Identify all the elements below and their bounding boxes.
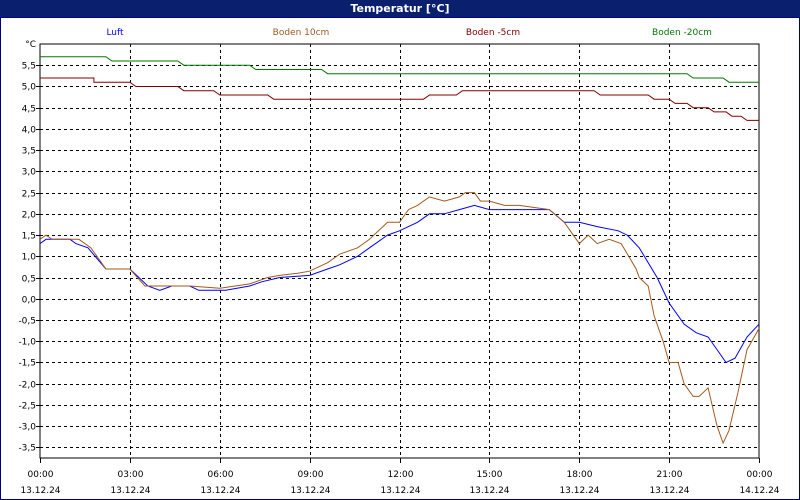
y-tick-label: -1,0 xyxy=(18,338,36,348)
chart-frame: 5,5 5,0 4,5 4,0 3,5 3,0 2,5 2,0 1,5 1,0 0,5 0,0 -0,5… xyxy=(0,17,800,500)
x-tick-date-label: 13.12.24 xyxy=(380,486,420,496)
y-tick-label: 4,0 xyxy=(22,126,37,136)
y-tick-label: -3,0 xyxy=(18,423,36,433)
x-tick-time-label: 18:00 xyxy=(567,470,593,480)
x-tick-date-label: 13.12.24 xyxy=(649,486,689,496)
plot-area-border xyxy=(39,43,760,459)
y-tick-label: 2,5 xyxy=(22,190,36,200)
x-tick-time-label: 09:00 xyxy=(298,470,324,480)
x-tick-time-label: 00:00 xyxy=(28,470,54,480)
y-tick-label: -0,5 xyxy=(18,317,36,327)
y-tick-label: 3,0 xyxy=(22,168,37,178)
x-tick-time-label: 00:00 xyxy=(747,470,773,480)
x-tick-time-label: 12:00 xyxy=(388,470,414,480)
x-tick-date-label: 13.12.24 xyxy=(20,486,60,496)
x-tick-date-label: 13.12.24 xyxy=(559,486,599,496)
series-line-boden-20cm xyxy=(40,56,759,83)
y-tick-label: -1,5 xyxy=(18,359,36,369)
y-tick-label: 3,5 xyxy=(22,147,36,157)
x-tick-date-label: 13.12.24 xyxy=(290,486,330,496)
series-line-boden-5cm xyxy=(40,77,759,121)
y-tick-label: 5,5 xyxy=(22,62,36,72)
y-tick-label: -2,5 xyxy=(18,402,36,412)
x-tick-date-label: 13.12.24 xyxy=(200,486,240,496)
y-tick-label: 1,0 xyxy=(22,253,37,263)
y-tick-label: 0,5 xyxy=(22,275,36,285)
legend-entry: Boden -20cm xyxy=(652,28,712,38)
temperature-chart: 5,5 5,0 4,5 4,0 3,5 3,0 2,5 2,0 1,5 1,0 0,5 0,0 -0,5… xyxy=(18,28,779,496)
y-tick-label: -2,0 xyxy=(18,381,36,391)
y-tick-label: 2,0 xyxy=(22,211,37,221)
x-tick-time-label: 03:00 xyxy=(118,470,144,480)
x-tick-date-label: 14.12.24 xyxy=(739,486,779,496)
legend-entry: Boden -5cm xyxy=(466,28,520,38)
legend-entry: Luft xyxy=(106,28,124,38)
y-tick-label: 1,5 xyxy=(22,232,36,242)
series-line-luft xyxy=(39,204,760,364)
y-tick-label: -3,5 xyxy=(18,444,36,454)
y-tick-label: 4,5 xyxy=(22,105,36,115)
y-tick-label: 5,0 xyxy=(22,83,37,93)
x-tick-time-label: 15:00 xyxy=(477,470,503,480)
x-tick-date-label: 13.12.24 xyxy=(110,486,150,496)
x-tick-time-label: 06:00 xyxy=(208,470,234,480)
legend-entry: Boden 10cm xyxy=(273,28,330,38)
x-tick-date-label: 13.12.24 xyxy=(469,486,509,496)
x-tick-time-label: 21:00 xyxy=(657,470,683,480)
series-line-boden-10cm xyxy=(39,192,760,445)
chart-title: Temperatur [°C] xyxy=(0,0,800,17)
y-axis-unit: °C xyxy=(25,40,36,50)
y-tick-label: 0,0 xyxy=(22,296,37,306)
